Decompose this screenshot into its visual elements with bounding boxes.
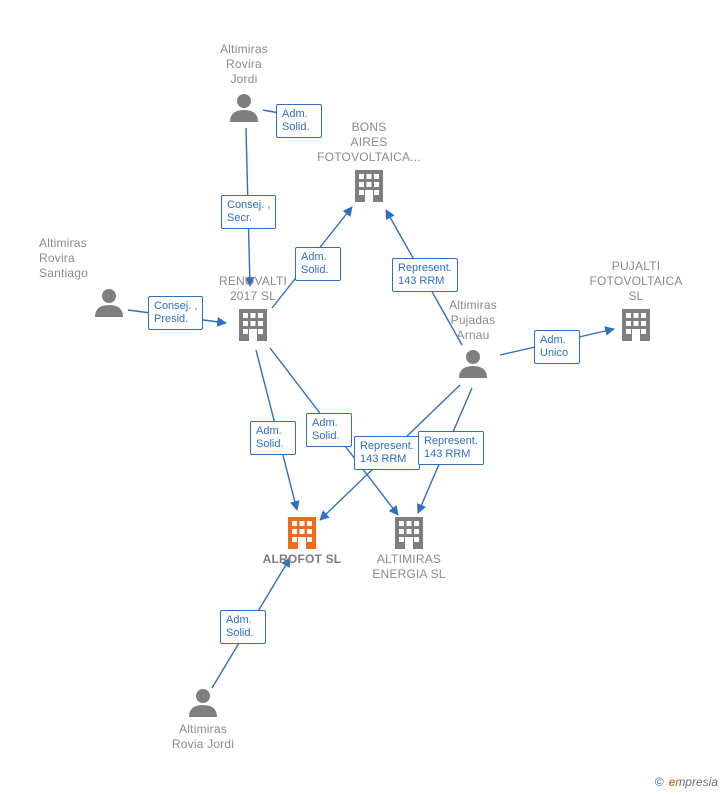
person-icon [189,689,217,717]
node-c_energia: ALTIMIRAS ENERGIA SL [339,552,479,582]
company-icon [622,309,650,341]
node-label: Altimiras Rovira Santiago [39,236,129,281]
edge-label: Adm. Unico [534,330,580,364]
edge-label: Adm. Solid. [295,247,341,281]
company-icon [288,517,316,549]
node-label: Altimiras Pujadas Arnau [403,298,543,343]
node-label: ALTIMIRAS ENERGIA SL [339,552,479,582]
node-p_santiago: Altimiras Rovira Santiago [39,236,129,281]
company-icon [355,170,383,202]
edge-label: Adm. Solid. [306,413,352,447]
node-label: Altimiras Rovira Jordi [174,42,314,87]
company-icon [395,517,423,549]
edge-label: Adm. Solid. [250,421,296,455]
copyright-symbol: © [655,775,664,789]
edge-label: Consej. , Presid. [148,296,203,330]
node-p_rovia: Altimiras Rovia Jordi [133,722,273,752]
edge-label: Represent. 143 RRM [354,436,420,470]
node-p_arnau: Altimiras Pujadas Arnau [403,298,543,343]
edge-label: Represent. 143 RRM [392,258,458,292]
node-p_jordi: Altimiras Rovira Jordi [174,42,314,87]
edge-label: Adm. Solid. [276,104,322,138]
brand-rest: mpresia [675,775,718,789]
edge-label: Represent. 143 RRM [418,431,484,465]
person-icon [95,289,123,317]
person-icon [230,94,258,122]
node-label: Altimiras Rovia Jordi [133,722,273,752]
node-label: PUJALTI FOTOVOLTAICA SL [566,259,706,304]
edge-label: Consej. , Secr. [221,195,276,229]
copyright: © empresia [655,775,718,789]
company-icon [239,309,267,341]
node-c_pujalti: PUJALTI FOTOVOLTAICA SL [566,259,706,304]
person-icon [459,350,487,378]
edge-label: Adm. Solid. [220,610,266,644]
